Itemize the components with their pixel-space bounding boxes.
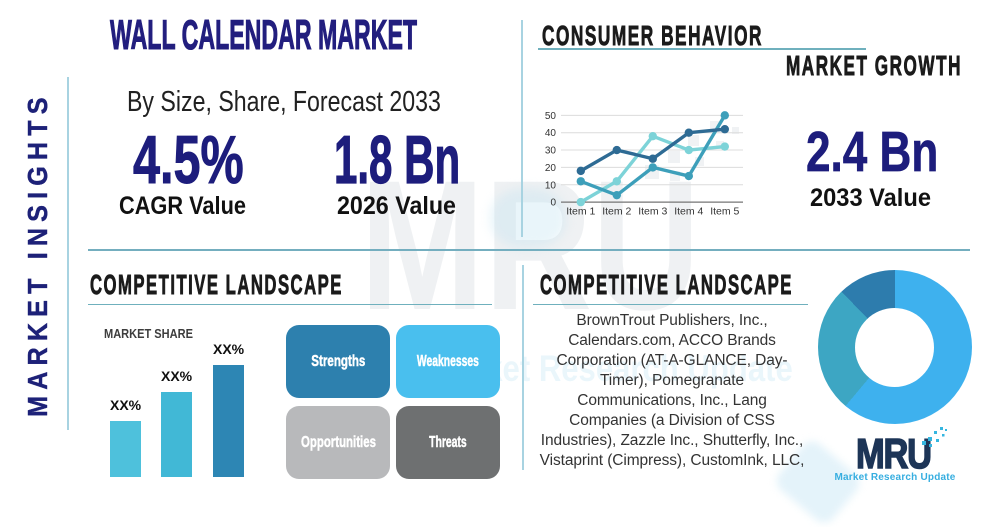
svg-text:20: 20 bbox=[545, 163, 557, 174]
svg-text:50: 50 bbox=[545, 111, 557, 122]
svg-text:Item 4: Item 4 bbox=[674, 206, 703, 218]
svg-text:30: 30 bbox=[545, 146, 557, 157]
svg-text:40: 40 bbox=[545, 128, 557, 139]
svg-text:Item 1: Item 1 bbox=[566, 206, 595, 218]
svg-text:Item 3: Item 3 bbox=[638, 206, 667, 218]
svg-text:10: 10 bbox=[545, 180, 557, 191]
svg-text:Item 5: Item 5 bbox=[710, 206, 739, 218]
svg-text:Item 2: Item 2 bbox=[602, 206, 631, 218]
svg-text:0: 0 bbox=[550, 198, 556, 209]
